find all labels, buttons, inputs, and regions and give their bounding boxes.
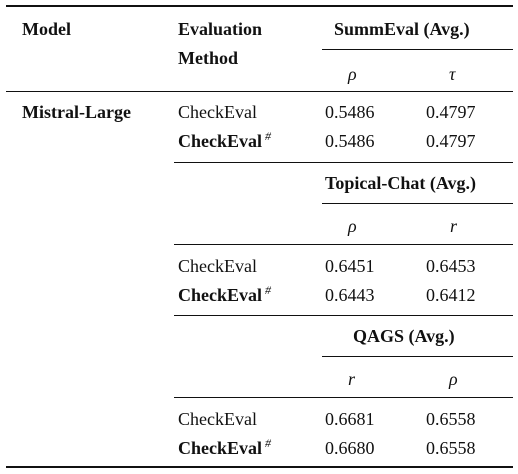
- score-value: 0.5486: [325, 131, 375, 151]
- method-name: CheckEval: [178, 256, 257, 276]
- bottom-rule: [6, 466, 513, 468]
- header-rule: [6, 91, 513, 92]
- score-value: 0.6451: [325, 256, 375, 276]
- header-method-line1: Evaluation: [178, 19, 263, 39]
- score-value: 0.6558: [426, 409, 476, 429]
- metric-header: ρ: [449, 369, 458, 389]
- variant-mark: #: [265, 436, 272, 450]
- model-name: Mistral-Large: [22, 102, 131, 122]
- summeval-cmidrule: [322, 49, 513, 50]
- method-name: CheckEval #: [178, 283, 272, 308]
- method-name: CheckEval: [178, 102, 257, 122]
- score-value: 0.5486: [325, 102, 375, 122]
- topical-cmidrule: [322, 203, 513, 204]
- dataset-header-topical-chat: Topical-Chat (Avg.): [325, 173, 477, 193]
- metric-header: ρ: [348, 64, 357, 84]
- method-label: CheckEval: [178, 285, 263, 305]
- top-rule: [6, 5, 513, 7]
- header-model: Model: [22, 19, 71, 39]
- topical-metric-rule: [174, 244, 513, 245]
- metric-header: τ: [449, 64, 456, 84]
- variant-mark: #: [265, 129, 272, 143]
- summeval-bottom-rule: [174, 162, 513, 163]
- qags-cmidrule: [322, 356, 513, 357]
- method-name: CheckEval: [178, 409, 257, 429]
- method-name: CheckEval #: [178, 129, 272, 154]
- metric-header: ρ: [348, 216, 357, 236]
- dataset-header-qags: QAGS (Avg.): [353, 326, 455, 346]
- score-value: 0.6443: [325, 285, 375, 305]
- method-label: CheckEval: [178, 131, 263, 151]
- method-label: CheckEval: [178, 438, 263, 458]
- score-value: 0.6681: [325, 409, 375, 429]
- score-value: 0.6680: [325, 438, 375, 458]
- topical-bottom-rule: [174, 315, 513, 316]
- dataset-header-summeval: SummEval (Avg.): [334, 19, 470, 39]
- score-value: 0.4797: [426, 131, 476, 151]
- metric-header: r: [450, 216, 458, 236]
- variant-mark: #: [265, 283, 272, 297]
- score-value: 0.6453: [426, 256, 476, 276]
- qags-metric-rule: [174, 397, 513, 398]
- score-value: 0.6558: [426, 438, 476, 458]
- method-name: CheckEval #: [178, 436, 272, 461]
- score-value: 0.4797: [426, 102, 476, 122]
- score-value: 0.6412: [426, 285, 476, 305]
- header-method-line2: Method: [178, 48, 238, 68]
- metric-header: r: [348, 369, 356, 389]
